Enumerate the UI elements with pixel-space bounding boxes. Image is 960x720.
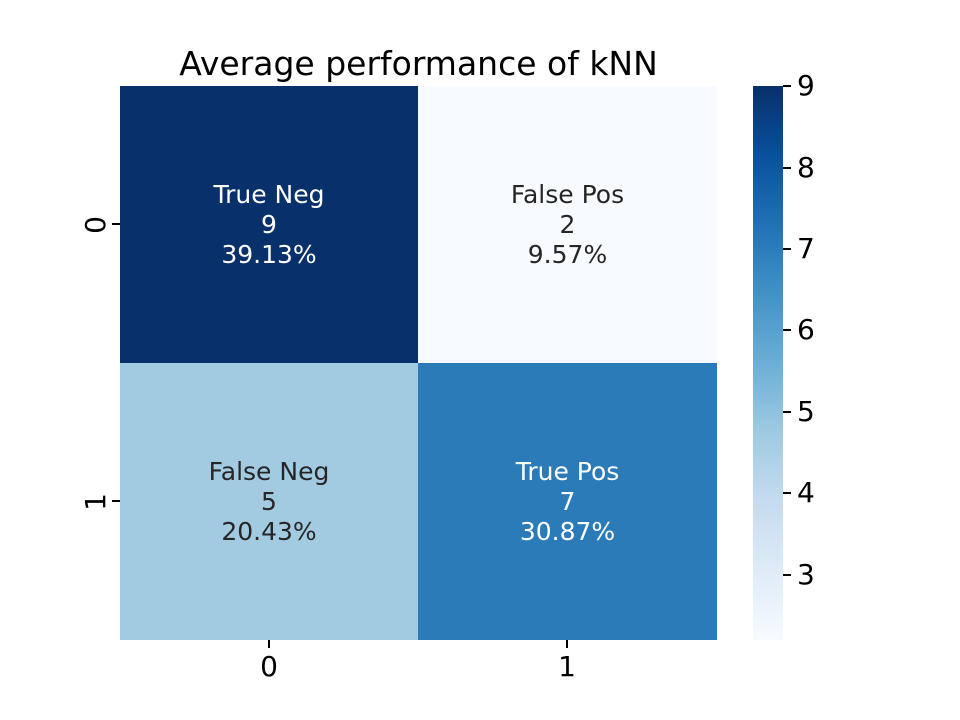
colorbar-tick-mark-8 [783,167,791,169]
x-tick-mark-1 [566,640,568,648]
cell-percent: 30.87% [519,516,616,546]
colorbar-tick-mark-4 [783,492,791,494]
cell-false-neg: False Neg 5 20.43% [120,363,418,640]
y-tick-mark-0 [112,223,120,225]
cell-true-pos: True Pos 7 30.87% [418,363,717,640]
colorbar [753,86,783,640]
y-axis-tick-label-0: 0 [79,216,112,234]
cell-count: 7 [559,486,576,516]
y-tick-mark-1 [112,500,120,502]
colorbar-tick-mark-6 [783,329,791,331]
colorbar-tick-label-4: 4 [797,476,815,509]
y-axis-tick-label-1: 1 [79,493,112,511]
cell-false-pos: False Pos 2 9.57% [418,86,717,363]
cell-count: 5 [261,486,277,516]
cell-percent: 39.13% [221,239,317,269]
cell-label: True Neg [213,179,325,209]
heatmap: True Neg 9 39.13% False Pos 2 9.57% Fals… [120,86,717,640]
colorbar-tick-label-8: 8 [797,151,815,184]
x-tick-mark-0 [268,640,270,648]
cell-count: 9 [261,209,277,239]
colorbar-tick-mark-5 [783,411,791,413]
colorbar-tick-mark-9 [783,85,791,87]
colorbar-tick-label-3: 3 [797,558,815,591]
cell-label: False Pos [510,179,625,209]
colorbar-tick-mark-3 [783,574,791,576]
colorbar-tick-label-5: 5 [797,395,815,428]
cell-label: True Pos [515,456,620,486]
cell-count: 2 [559,209,576,239]
colorbar-tick-label-9: 9 [797,69,815,102]
cell-true-neg: True Neg 9 39.13% [120,86,418,363]
cell-percent: 20.43% [221,516,317,546]
colorbar-tick-label-6: 6 [797,313,815,346]
x-axis-tick-label-1: 1 [558,650,576,683]
chart-title: Average performance of kNN [179,44,658,83]
cell-label: False Neg [208,456,330,486]
cell-percent: 9.57% [527,239,608,269]
colorbar-tick-label-7: 7 [797,232,815,265]
x-axis-tick-label-0: 0 [260,650,278,683]
colorbar-tick-mark-7 [783,248,791,250]
